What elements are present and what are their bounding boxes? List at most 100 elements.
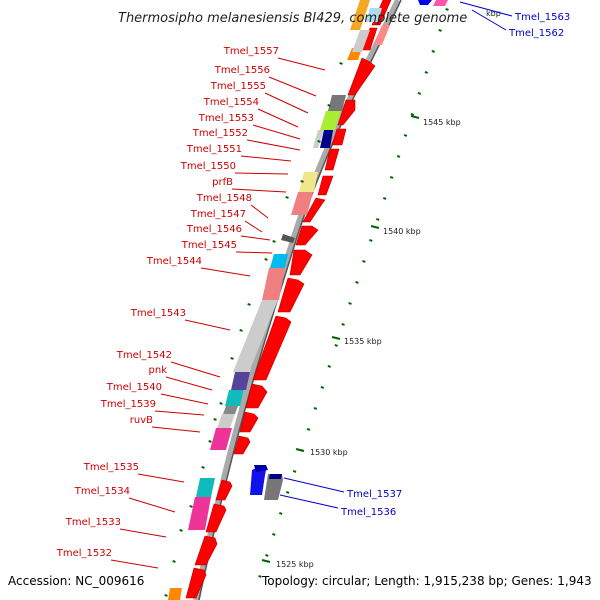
gene-label-tmel-1550[interactable]: Tmel_1550	[180, 161, 236, 172]
cds-arrow[interactable]	[295, 225, 319, 246]
gene-label-tmel-1533[interactable]: Tmel_1533	[65, 517, 121, 528]
feature-pink[interactable]	[433, 0, 448, 6]
cds-arrow[interactable]	[277, 277, 305, 313]
kbp-label: 1530 kbp	[310, 448, 348, 457]
cds-arrow-reverse[interactable]	[254, 465, 268, 472]
cds-arrow[interactable]	[245, 383, 268, 409]
gene-label-tmel-1537[interactable]: Tmel_1537	[346, 489, 402, 500]
feature-blue[interactable]	[418, 0, 432, 5]
cds-arrow[interactable]	[252, 315, 292, 381]
scale-tick	[339, 62, 343, 65]
cds-arrow[interactable]	[239, 411, 259, 433]
cds-arrow[interactable]	[233, 435, 251, 455]
gene-label-tmel-1554[interactable]: Tmel_1554	[203, 97, 259, 108]
scale-tick	[403, 134, 408, 137]
gene-label-tmel-1535[interactable]: Tmel_1535	[83, 462, 139, 473]
scale-tick	[285, 196, 289, 199]
feature-lime[interactable]	[320, 111, 341, 130]
cds-arrow[interactable]	[215, 479, 233, 501]
feature-gray[interactable]	[223, 406, 238, 414]
gene-label-tmel-1540[interactable]: Tmel_1540	[106, 382, 162, 393]
scale-tick	[313, 406, 318, 410]
feature-lightgray[interactable]	[352, 30, 370, 52]
feature-darkgray[interactable]	[328, 95, 346, 111]
feature-lightblue[interactable]	[366, 8, 382, 22]
feature-purple[interactable]	[231, 372, 250, 390]
cds-arrow[interactable]	[302, 197, 326, 223]
feature-cyan[interactable]	[270, 254, 288, 268]
feature-yellow[interactable]	[299, 172, 318, 192]
gene-label-tmel-1552[interactable]: Tmel_1552	[192, 128, 248, 139]
gene-label-tmel-1555[interactable]: Tmel_1555	[210, 81, 266, 92]
cds-arrow[interactable]	[331, 128, 347, 146]
scale-tick	[382, 197, 387, 200]
scale-tick	[230, 357, 234, 360]
feature-magenta[interactable]	[210, 428, 232, 450]
leader-line	[160, 393, 209, 405]
feature-lightgray[interactable]	[233, 300, 278, 372]
scale-tick	[438, 28, 442, 32]
feature-salmon[interactable]	[262, 268, 285, 300]
cds-arrow[interactable]	[205, 503, 227, 533]
feature-salmon[interactable]	[291, 192, 313, 215]
scale-tick	[189, 505, 193, 508]
cds-arrow[interactable]	[185, 567, 207, 599]
feature-navy[interactable]	[320, 130, 333, 148]
cds-arrow-reverse[interactable]	[264, 474, 283, 500]
cds-arrow-reverse[interactable]	[250, 466, 266, 495]
scale-tick	[327, 104, 331, 107]
scale-tick	[369, 239, 373, 242]
cds-arrow-reverse[interactable]	[269, 474, 282, 479]
gene-label-tmel-1534[interactable]: Tmel_1534	[74, 486, 130, 497]
gene-label-tmel-1548[interactable]: Tmel_1548	[196, 193, 252, 204]
kbp-markers: 1525 kbp 1530 kbp 1535 kbp 1540 kbp 1545…	[261, 9, 501, 569]
cds-arrow[interactable]	[324, 148, 340, 171]
feature-pink[interactable]	[374, 25, 390, 45]
scale-tick	[320, 386, 325, 389]
scale-tick	[445, 7, 449, 11]
feature-orange[interactable]	[350, 0, 370, 30]
feature-teal[interactable]	[196, 478, 215, 497]
scale-tick	[376, 217, 380, 221]
gene-label-tmel-1539[interactable]: Tmel_1539	[100, 399, 156, 410]
gene-label-tmel-1544[interactable]: Tmel_1544	[146, 256, 202, 267]
cds-arrow[interactable]	[194, 535, 218, 566]
scale-tick	[247, 303, 251, 306]
gene-label-tmel-1553[interactable]: Tmel_1553	[198, 113, 254, 124]
gene-label-prfb[interactable]: prfB	[212, 177, 233, 188]
gene-label-tmel-1547[interactable]: Tmel_1547	[190, 209, 246, 220]
gene-label-tmel-1546[interactable]: Tmel_1546	[186, 224, 242, 235]
gene-label-ruvb[interactable]: ruvB	[130, 415, 153, 426]
gene-label-tmel-1557[interactable]: Tmel_1557	[223, 46, 279, 57]
scale-tick	[292, 469, 297, 473]
cds-arrow[interactable]	[347, 57, 376, 96]
feature-teal[interactable]	[225, 390, 244, 406]
feature-orange[interactable]	[168, 588, 182, 600]
gene-label-tmel-1542[interactable]: Tmel_1542	[116, 350, 172, 361]
feature-lightgray[interactable]	[217, 414, 235, 428]
scale-tick	[278, 512, 283, 515]
scale-tick	[239, 329, 243, 332]
gene-label-tmel-1556[interactable]: Tmel_1556	[214, 65, 270, 76]
feature-darkgray[interactable]	[281, 234, 295, 243]
scale-tick	[265, 554, 269, 557]
cds-arrow[interactable]	[289, 249, 313, 276]
gene-label-tmel-1563[interactable]: Tmel_1563	[514, 12, 570, 23]
gene-label-tmel-1532[interactable]: Tmel_1532	[56, 548, 112, 559]
gene-label-tmel-1536[interactable]: Tmel_1536	[340, 507, 396, 518]
gene-label-tmel-1545[interactable]: Tmel_1545	[181, 240, 237, 251]
gene-label-tmel-1543[interactable]: Tmel_1543	[130, 308, 186, 319]
leader-line	[154, 410, 205, 416]
cds-arrow[interactable]	[337, 99, 356, 126]
feature-silver[interactable]	[313, 130, 324, 148]
leader-line	[268, 76, 317, 97]
gene-label-pnk[interactable]: pnk	[149, 365, 168, 376]
leader-line	[283, 477, 345, 493]
cds-arrow[interactable]	[317, 175, 334, 196]
gene-label-tmel-1562[interactable]: Tmel_1562	[508, 28, 564, 39]
topology-text: Topology: circular; Length: 1,915,238 bp…	[262, 574, 592, 588]
scale-tick	[272, 240, 276, 243]
gene-label-tmel-1551[interactable]: Tmel_1551	[186, 144, 242, 155]
leader-line	[244, 220, 263, 233]
feature-magenta[interactable]	[188, 497, 211, 530]
